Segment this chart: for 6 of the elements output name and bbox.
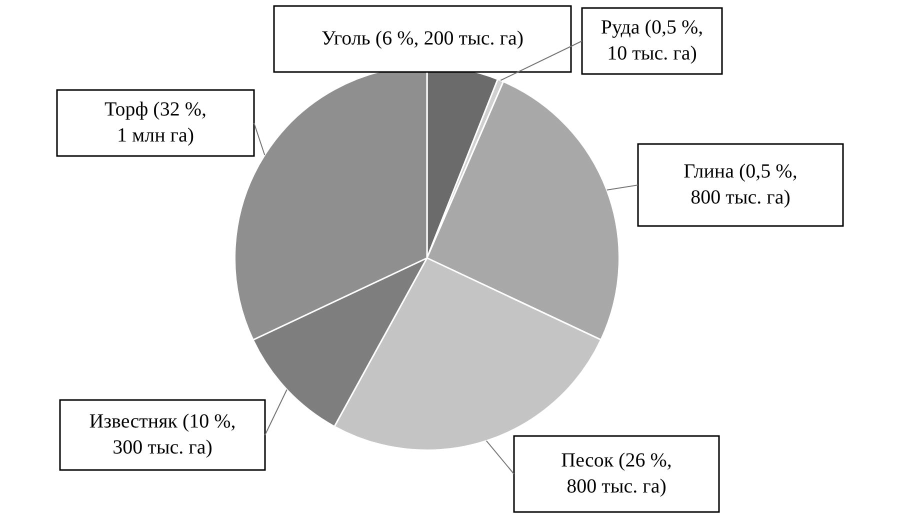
slice-label: Руда (0,5 %, 10 тыс. га) [600,16,704,64]
slice-label: Торф (32 %, 1 млн га) [104,98,206,146]
slice-label: Песок (26 %, 800 тыс. га) [561,449,672,498]
slice-label: Известняк (10 %, 300 тыс. га) [89,410,236,458]
slice-label: Глина (0,5 %, 800 тыс. га) [684,160,798,208]
slice-label: Уголь (6 %, 200 тыс. га) [321,27,524,50]
